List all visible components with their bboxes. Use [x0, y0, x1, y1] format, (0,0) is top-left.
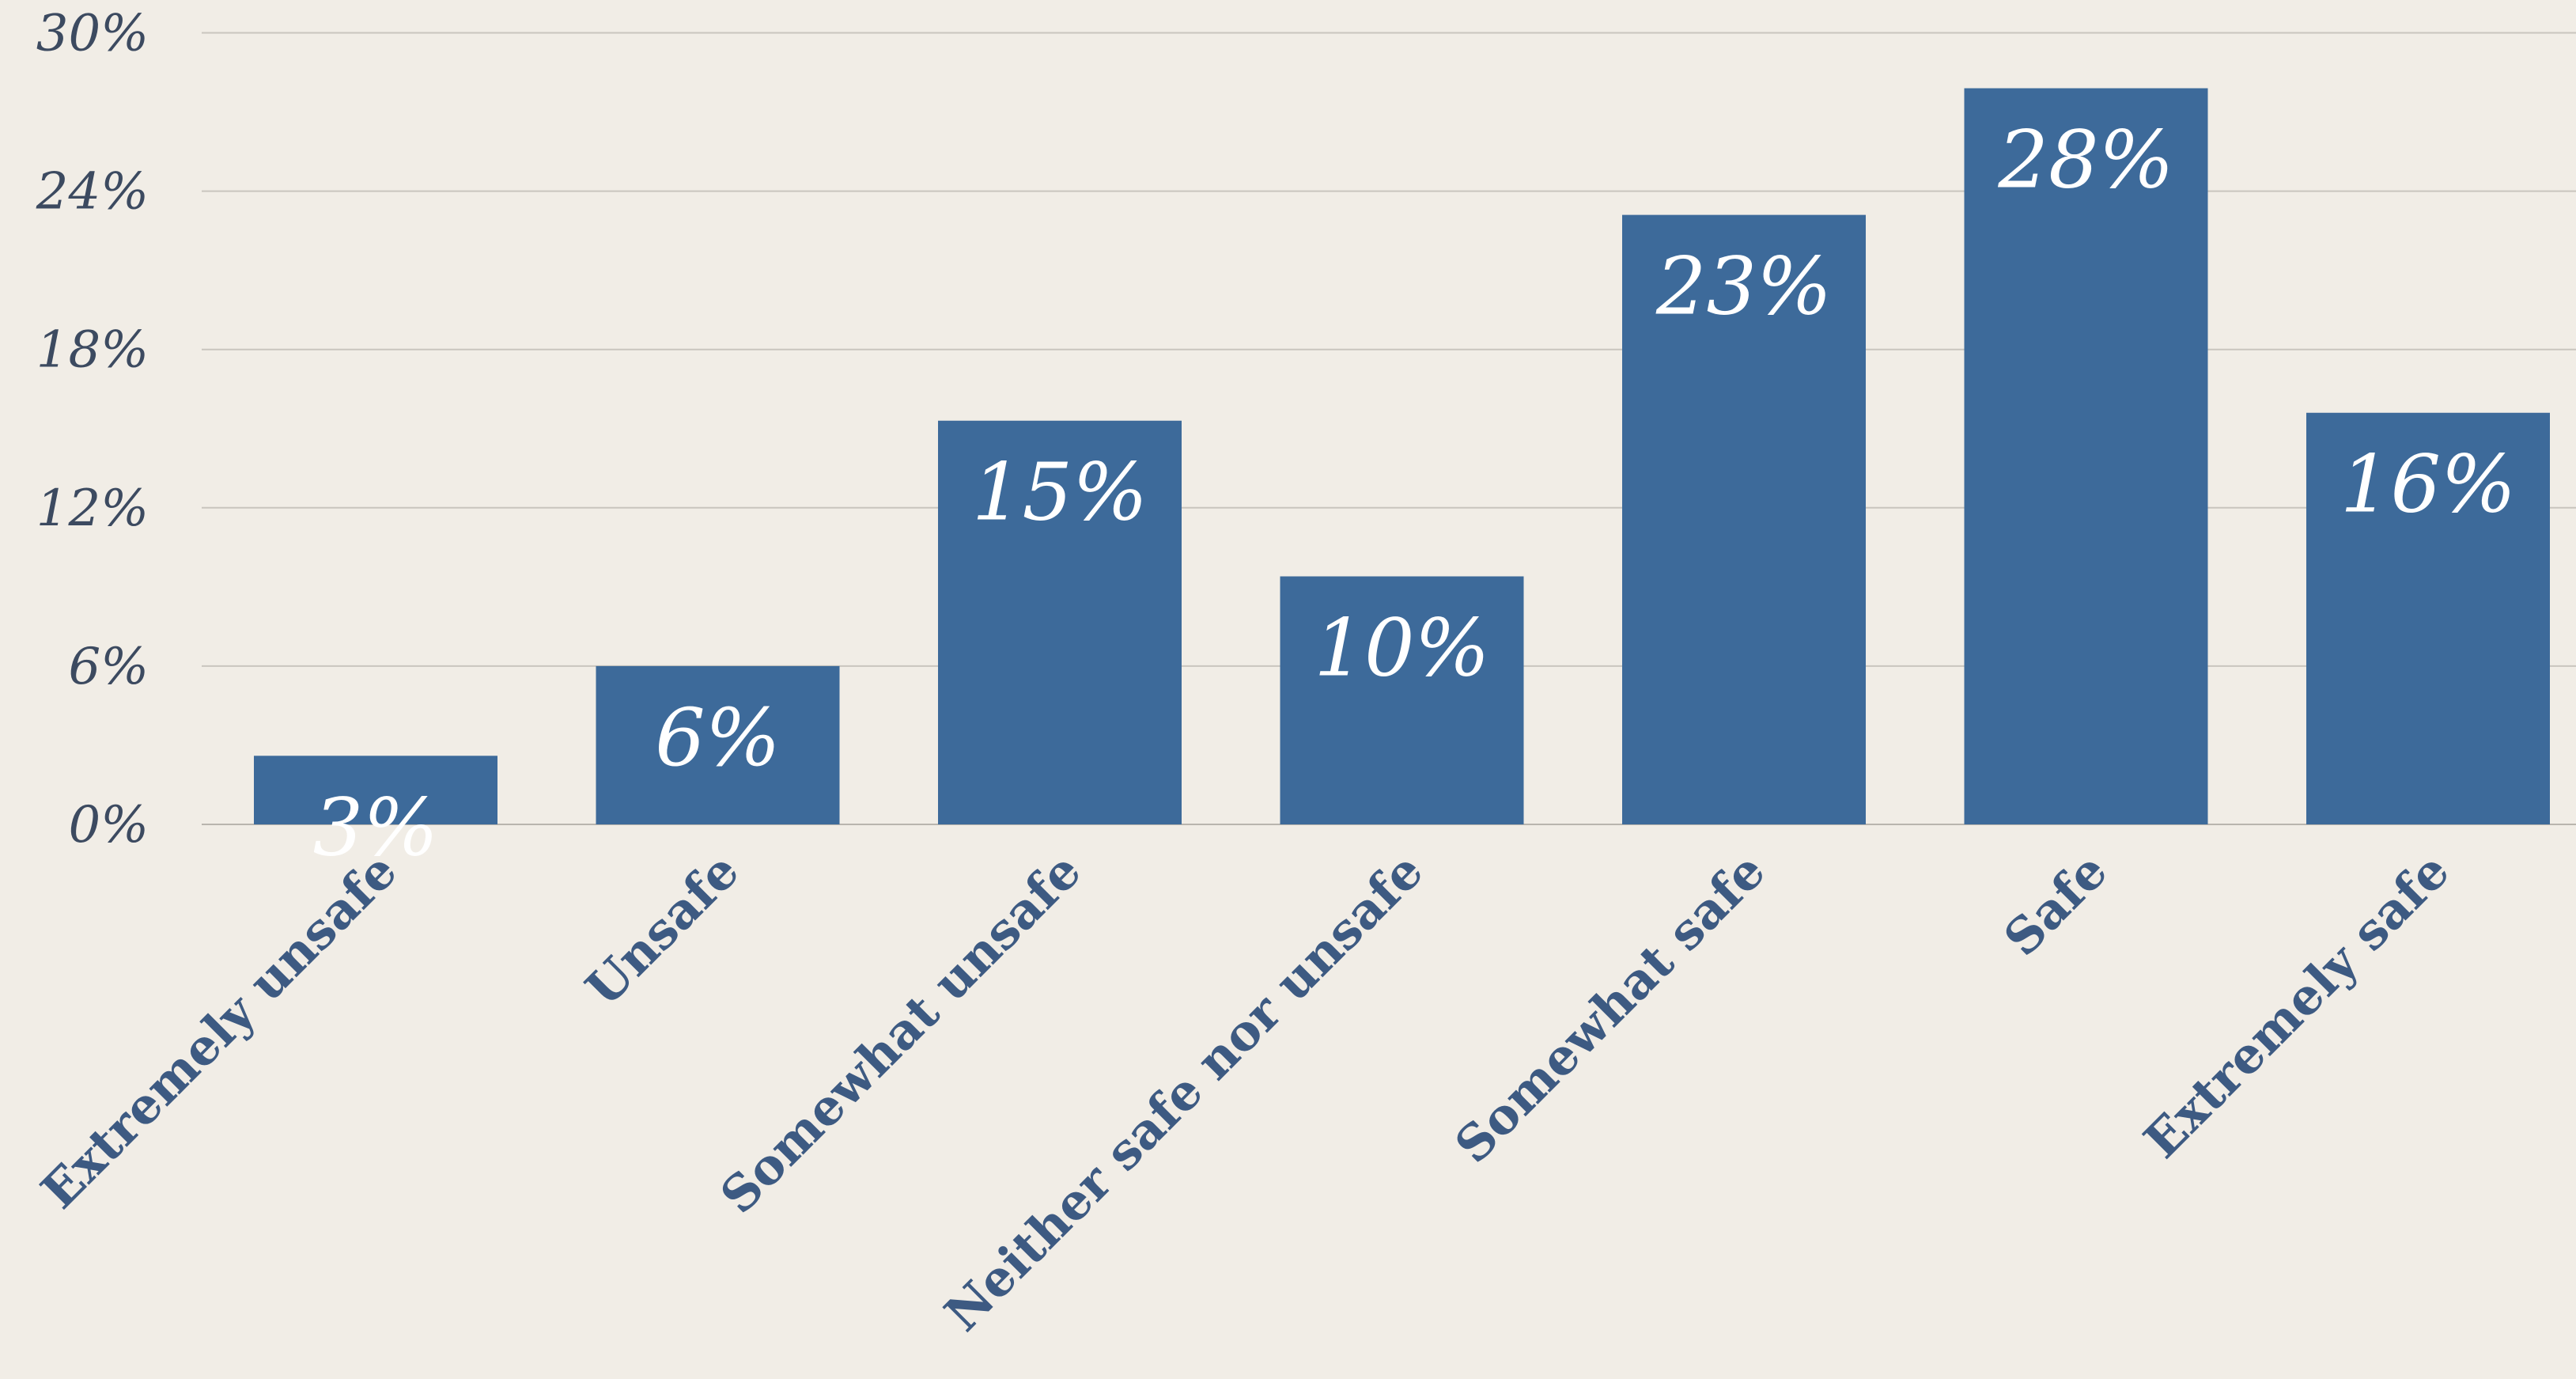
bar-value-label: 10%: [1314, 602, 1489, 695]
category-label: Extremely safe: [2133, 842, 2461, 1169]
category-label: Somewhat safe: [1443, 842, 1776, 1174]
bar: [1622, 214, 1866, 824]
bar: [1964, 88, 2208, 824]
category-label: Safe: [1993, 842, 2118, 967]
bar-value-labels: 3% 6% 15% 10% 23% 28% 16%: [313, 114, 2516, 874]
bar: [938, 420, 1182, 824]
bar: [254, 756, 497, 824]
bar-value-label: 16%: [2340, 438, 2516, 531]
category-label: Unsafe: [575, 842, 751, 1017]
category-label: Somewhat unsafe: [709, 842, 1092, 1225]
y-axis-ticks: 0% 6% 12% 18% 24% 30%: [36, 5, 149, 855]
y-tick-label: 0%: [68, 796, 149, 854]
bar-value-label: 6%: [655, 691, 781, 784]
bar-value-label: 15%: [972, 446, 1148, 539]
y-tick-label: 30%: [36, 5, 149, 63]
bar: [596, 665, 840, 824]
y-tick-label: 6%: [68, 638, 149, 696]
bar: [1280, 576, 1524, 824]
bars: [254, 88, 2550, 824]
y-tick-label: 18%: [36, 321, 149, 380]
y-tick-label: 12%: [36, 479, 149, 538]
bar-value-label: 28%: [1997, 114, 2173, 206]
bar-value-label: 23%: [1655, 241, 1832, 333]
category-label: Extremely unsafe: [30, 842, 408, 1220]
bar: [2306, 412, 2550, 824]
y-tick-label: 24%: [36, 163, 149, 222]
bar-value-label: 3%: [313, 781, 439, 873]
